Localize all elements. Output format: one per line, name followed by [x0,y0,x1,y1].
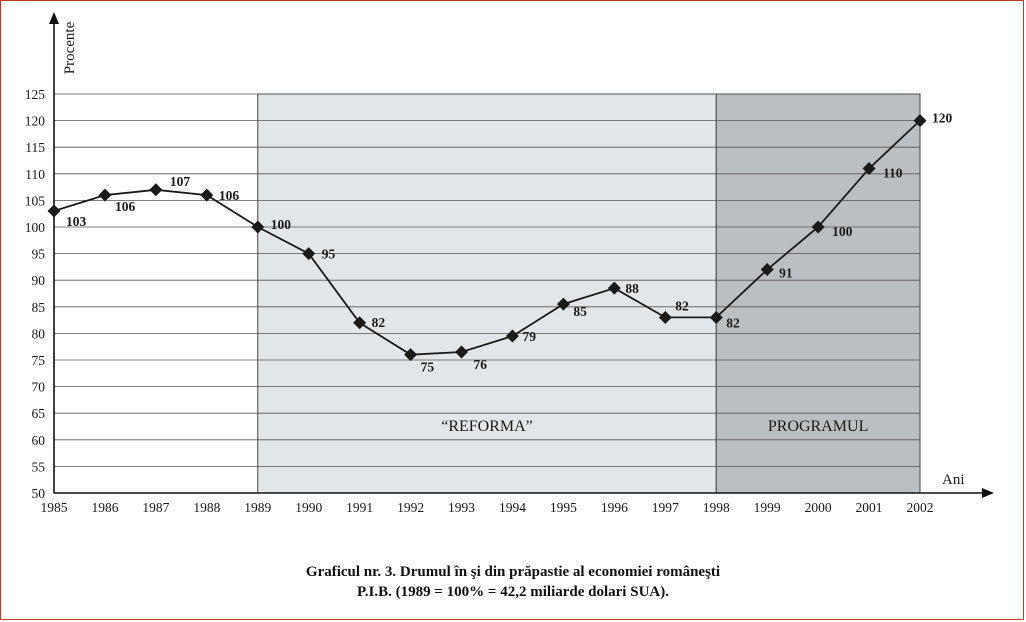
data-label-1990: 95 [322,247,336,262]
x-tick-label-1992: 1992 [397,500,424,515]
y-tick-label-95: 95 [32,247,46,262]
y-tick-label-80: 80 [32,326,46,341]
data-label-1995: 85 [573,304,587,319]
x-axis-arrow [982,488,994,498]
y-tick-label-105: 105 [25,193,46,208]
region-band-1 [257,93,717,494]
data-point-2001 [862,161,876,175]
x-tick-label-1995: 1995 [550,500,577,515]
data-point-1991 [353,316,367,330]
x-tick-label-1985: 1985 [41,500,68,515]
y-tick-label-110: 110 [25,167,45,182]
x-axis-title: Ani [942,472,965,488]
data-label-1988: 106 [219,188,240,203]
data-point-1999 [760,263,774,277]
data-label-1998: 82 [726,315,740,330]
data-point-1987 [149,183,163,197]
x-tick-label-1988: 1988 [193,500,220,515]
data-point-1992 [404,348,418,362]
data-point-1989 [251,220,265,234]
data-point-1993 [455,345,469,359]
x-tick-label-2000: 2000 [805,500,832,515]
data-point-1997 [658,310,672,324]
y-tick-label-115: 115 [25,140,45,155]
caption-title: Graficul nr. 3. Drumul în şi din prăpast… [305,564,721,580]
data-label-1997: 82 [675,298,689,313]
x-tick-label-2002: 2002 [907,500,934,515]
caption-subtitle: P.I.B. (1989 = 100% = 42,2 miliarde dola… [357,584,669,600]
data-label-1991: 82 [372,315,386,330]
region-label-2: PROGRAMUL [768,418,868,435]
x-tick-label-1990: 1990 [295,500,322,515]
y-tick-label-65: 65 [32,406,46,421]
y-axis-arrow [49,12,59,24]
data-point-1988 [200,188,214,202]
data-point-1996 [607,281,621,295]
y-tick-label-75: 75 [32,353,46,368]
y-tick-label-100: 100 [25,220,46,235]
x-tick-label-1999: 1999 [754,500,781,515]
data-label-1999: 91 [779,266,793,281]
data-point-1994 [505,329,519,343]
data-label-1985: 103 [66,214,87,229]
x-tick-label-1996: 1996 [601,500,628,515]
data-label-1986: 106 [115,199,136,214]
region-label-1: “REFORMA” [441,418,533,435]
data-label-1989: 100 [271,217,292,232]
y-axis-title: Procente [62,21,78,74]
chart: “REFORMA” PROGRAMUL 50 55 60 65 70 75 80 85 90 95 10… [25,12,994,515]
x-tick-label-2001: 2001 [856,500,883,515]
x-tick-label-1989: 1989 [244,500,271,515]
data-label-1994: 79 [522,329,536,344]
data-label-1996: 88 [625,281,639,296]
chart-caption: Graficul nr. 3. Drumul în şi din prăpast… [0,562,1026,602]
x-tick-label-1997: 1997 [652,500,679,515]
y-tick-label-70: 70 [32,380,46,395]
data-label-1992: 75 [421,360,435,375]
data-point-1990 [302,247,316,261]
x-tick-label-1991: 1991 [346,500,373,515]
x-tick-label-1994: 1994 [499,500,526,515]
data-point-1995 [556,297,570,311]
data-label-1987: 107 [170,174,191,189]
y-tick-label-50: 50 [32,486,46,501]
data-point-1985 [47,204,61,218]
data-point-1986 [98,188,112,202]
x-tick-label-1986: 1986 [91,500,118,515]
x-tick-label-1987: 1987 [142,500,169,515]
data-point-2000 [811,220,825,234]
data-label-2002: 120 [932,111,953,126]
y-tick-label-125: 125 [25,87,46,102]
y-tick-label-55: 55 [32,459,46,474]
data-label-1993: 76 [474,357,488,372]
x-tick-label-1998: 1998 [703,500,730,515]
y-tick-label-85: 85 [32,300,46,315]
series-line [53,119,921,356]
data-label-2001: 110 [883,165,903,180]
y-tick-label-90: 90 [32,273,46,288]
y-tick-label-120: 120 [25,114,46,129]
y-tick-label-60: 60 [32,433,46,448]
data-label-2000: 100 [832,224,853,239]
data-point-1998 [709,310,723,324]
data-point-2002 [913,114,927,128]
x-tick-label-1993: 1993 [448,500,475,515]
